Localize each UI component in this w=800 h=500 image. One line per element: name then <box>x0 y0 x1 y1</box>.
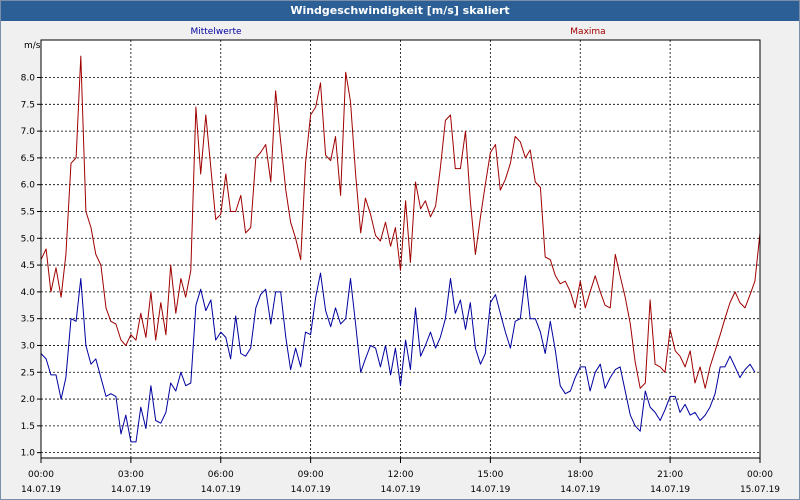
x-tick-time: 21:00 <box>657 470 683 480</box>
x-tick-time: 00:00 <box>747 470 773 480</box>
y-tick-label: 6.5 <box>21 154 35 164</box>
x-tick-date: 14.07.19 <box>470 485 510 495</box>
x-tick-date: 14.07.19 <box>111 485 151 495</box>
x-tick-time: 00:00 <box>28 470 54 480</box>
x-tick-time: 18:00 <box>567 470 593 480</box>
y-tick-label: 3.5 <box>21 315 35 325</box>
legend-mittelwerte: Mittelwerte <box>190 27 241 37</box>
plot-frame <box>40 39 761 459</box>
x-tick-time: 03:00 <box>118 470 144 480</box>
x-tick-date: 15.07.19 <box>740 485 780 495</box>
x-tick-date: 14.07.19 <box>650 485 690 495</box>
x-axis-ticks: 00:00 14.07.19 03:00 14.07.19 06:00 14.07.19 0… <box>21 458 780 495</box>
y-tick-label: 1.5 <box>21 422 35 432</box>
x-tick-time: 12:00 <box>388 470 414 480</box>
y-tick-label: 3.0 <box>21 341 36 351</box>
y-tick-label: 8.0 <box>21 74 36 84</box>
y-tick-label: 2.0 <box>21 395 36 405</box>
x-tick-date: 14.07.19 <box>291 485 331 495</box>
series-line-maxima <box>40 55 761 389</box>
y-tick-label: 7.5 <box>21 100 35 110</box>
y-tick-label: 4.5 <box>21 261 35 271</box>
series-line-mittelwerte <box>40 272 756 443</box>
series-lines <box>40 55 761 443</box>
y-tick-label: 7.0 <box>21 127 36 137</box>
x-tick-date: 14.07.19 <box>201 485 241 495</box>
y-tick-label: 4.0 <box>21 288 36 298</box>
legend-maxima: Maxima <box>570 27 605 37</box>
y-tick-label: 1.0 <box>21 449 36 459</box>
y-tick-label: 5.0 <box>21 234 36 244</box>
x-tick-time: 06:00 <box>208 470 234 480</box>
x-tick-date: 14.07.19 <box>380 485 420 495</box>
x-tick-time: 09:00 <box>298 470 324 480</box>
window-title: Windgeschwindigkeit [m/s] skaliert <box>1 1 799 21</box>
y-tick-label: 2.5 <box>21 368 35 378</box>
y-tick-label: 6.0 <box>21 181 36 191</box>
y-tick-label: 5.5 <box>21 207 35 217</box>
y-axis-ticks: 1.0 1.5 2.0 2.5 3.0 3.5 4.0 4.5 5.0 5.5 6.0 6.5 7.0 7… <box>21 74 41 459</box>
grid-lines <box>41 40 760 458</box>
x-tick-time: 15:00 <box>477 470 503 480</box>
x-tick-date: 14.07.19 <box>560 485 600 495</box>
x-tick-date: 14.07.19 <box>21 485 61 495</box>
y-axis-label: m/s <box>24 41 41 51</box>
